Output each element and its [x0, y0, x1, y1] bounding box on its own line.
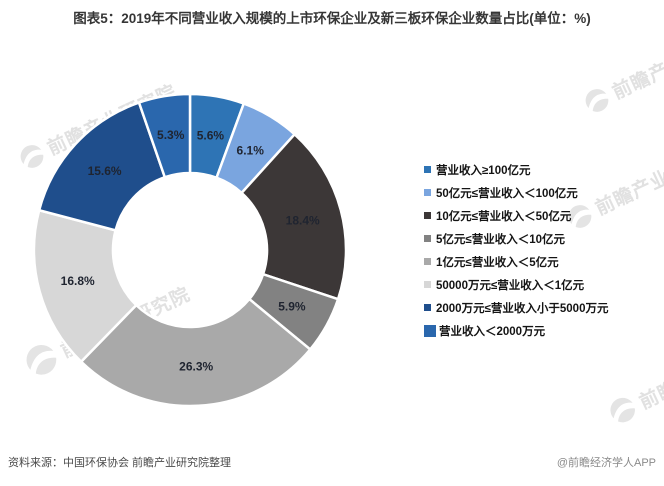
legend-swatch-5: [424, 281, 431, 288]
watermark: 前瞻产业研究院: [604, 330, 664, 428]
legend-item-6: 2000万元≤营业收入小于5000万元: [424, 296, 608, 319]
legend-item-2: 10亿元≤营业收入＜50亿元: [424, 204, 608, 227]
pie-data-label-7: 5.3%: [157, 128, 185, 142]
legend-item-4: 1亿元≤营业收入＜5亿元: [424, 250, 608, 273]
pie-slice-7: [137, 92, 192, 179]
pie-slice-2: [239, 132, 348, 301]
credit-text: @前瞻经济学人APP: [556, 457, 656, 469]
pie-slice-4: [79, 297, 312, 408]
legend-label-6: 2000万元≤营业收入小于5000万元: [436, 302, 609, 315]
legend-item-1: 50亿元≤营业收入＜100亿元: [424, 181, 608, 204]
qianzhan-logo-icon: [19, 337, 64, 382]
watermark-text: 前瞻产业研究院: [636, 335, 664, 414]
legend-swatch-6: [424, 304, 431, 311]
chart-title-text: 图表5：2019年不同营业收入规模的上市环保企业及新三板环保企业数量占比(单位：…: [73, 11, 591, 26]
watermark: 前瞻产业研究院: [562, 137, 664, 234]
pie-data-label-2: 18.4%: [286, 213, 320, 227]
legend-item-5: 50000万元≤营业收入＜1亿元: [424, 273, 608, 296]
qianzhan-logo-icon: [563, 199, 598, 234]
legend-label-0: 营业收入≥100亿元: [436, 164, 531, 177]
watermark: 前瞻产业研究院: [579, 21, 664, 118]
legend-label-5: 50000万元≤营业收入＜1亿元: [436, 279, 585, 292]
legend-swatch-2: [424, 212, 431, 219]
legend-swatch-0: [424, 166, 431, 173]
qianzhan-logo-icon: [15, 139, 50, 174]
legend-swatch-3: [424, 235, 431, 242]
legend-label-2: 10亿元≤营业收入＜50亿元: [436, 210, 572, 223]
legend-label-7: 营业收入＜2000万元: [439, 325, 546, 338]
donut-chart: 5.6% 6.1% 18.4% 5.9% 26.3% 16.8% 15.6% 5.3%: [32, 92, 348, 408]
qianzhan-logo-icon: [604, 391, 641, 428]
legend-swatch-7: [424, 324, 436, 337]
legend-swatch-4: [424, 258, 431, 265]
legend-label-1: 50亿元≤营业收入＜100亿元: [436, 187, 578, 200]
pie-data-label-0: 5.6%: [197, 128, 225, 142]
legend-label-4: 1亿元≤营业收入＜5亿元: [436, 256, 559, 269]
watermark: 前瞻产业研究院: [19, 276, 196, 382]
pie-data-label-4: 26.3%: [179, 359, 213, 373]
pie-data-label-3: 5.9%: [278, 299, 306, 313]
chart-legend: 营业收入≥100亿元 50亿元≤营业收入＜100亿元 10亿元≤营业收入＜50亿元 5…: [424, 158, 608, 342]
pie-data-label-6: 15.6%: [88, 164, 122, 178]
source-text: 资料来源：中国环保协会 前瞻产业研究院整理: [8, 457, 232, 469]
watermark: 前瞻产业研究院: [14, 77, 180, 174]
page-title: 图表5：2019年不同营业收入规模的上市环保企业及新三板环保企业数量占比(单位：…: [0, 10, 664, 28]
legend-swatch-1: [424, 189, 431, 196]
legend-label-3: 5亿元≤营业收入＜10亿元: [436, 233, 565, 246]
watermark-text: 前瞻产业研究院: [609, 25, 664, 104]
legend-item-0: 营业收入≥100亿元: [424, 158, 608, 181]
pie-data-label-1: 6.1%: [237, 143, 265, 157]
pie-data-label-5: 16.8%: [61, 274, 95, 288]
legend-item-3: 5亿元≤营业收入＜10亿元: [424, 227, 608, 250]
legend-item-7: 营业收入＜2000万元: [424, 319, 608, 342]
qianzhan-logo-icon: [580, 83, 615, 118]
